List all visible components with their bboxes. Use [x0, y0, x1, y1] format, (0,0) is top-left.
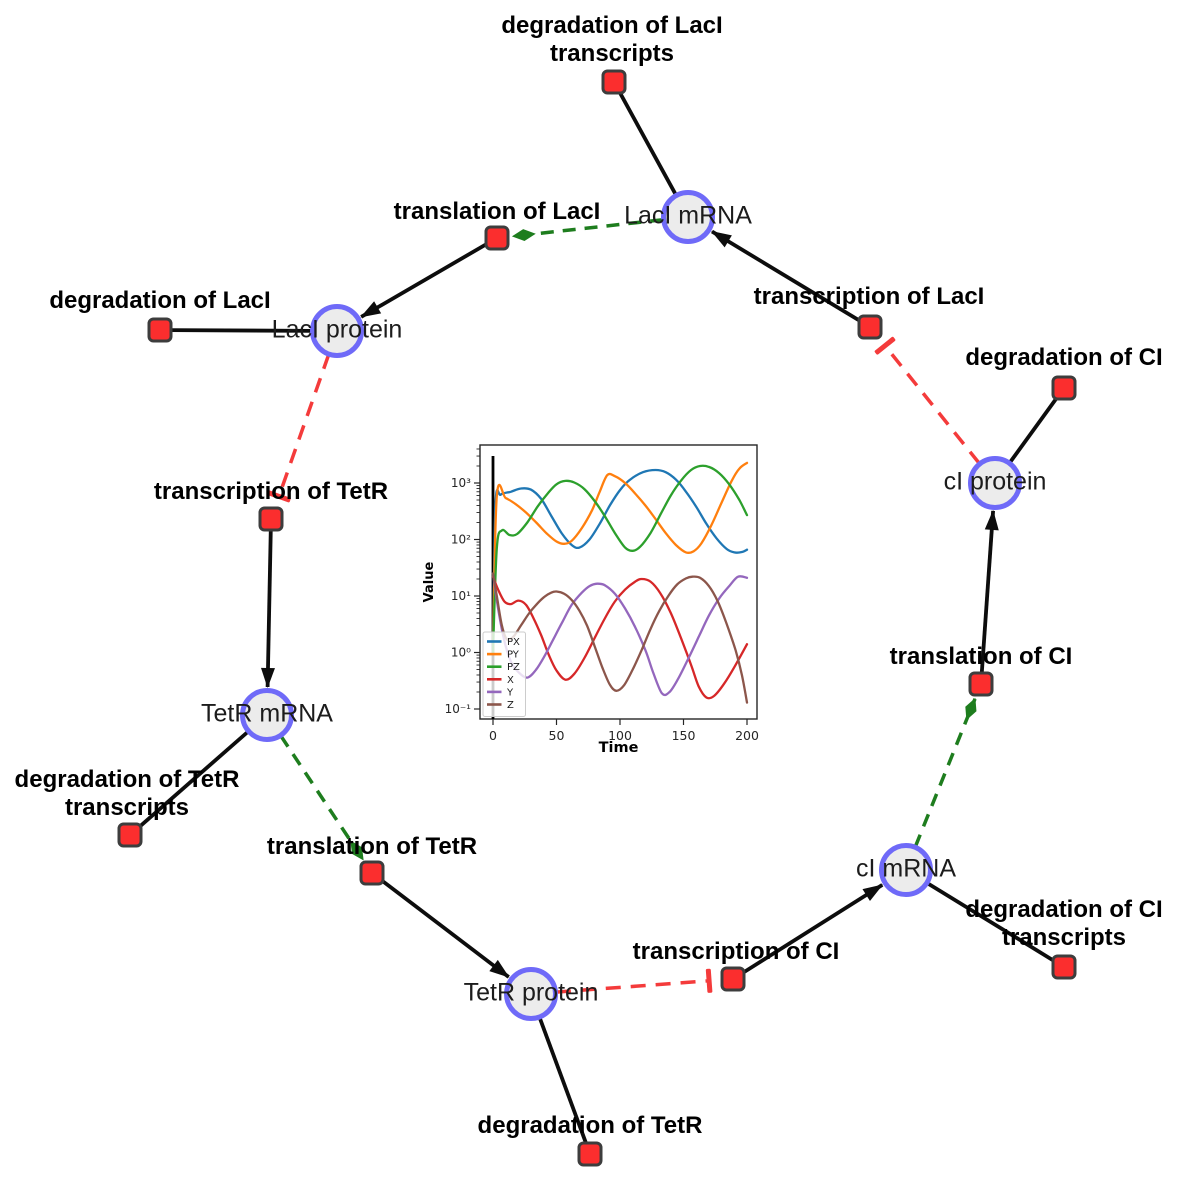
- edge-inhibition-tetr_protein-to-txn_ci: [555, 968, 713, 994]
- reaction-node-deg_tetr_tx[interactable]: [117, 822, 143, 848]
- species-node-ci_mrna[interactable]: [879, 843, 933, 897]
- species-node-tetr_protein[interactable]: [504, 967, 558, 1021]
- legend-label-X: X: [507, 675, 514, 686]
- edge-production-transl_ci-to-ci_protein: [979, 509, 999, 675]
- x-tick-label: 150: [672, 728, 696, 743]
- edge-production-txn_ci-to-ci_mrna: [740, 883, 884, 976]
- reaction-node-txn_tetr[interactable]: [258, 506, 284, 532]
- series-line-X: [491, 575, 749, 700]
- reaction-label-txn_laci: transcription of LacI: [753, 283, 985, 310]
- legend-label-Z: Z: [507, 700, 514, 711]
- reaction-node-deg_ci_tx[interactable]: [1051, 954, 1077, 980]
- embedded-timeseries-plot: 0 50 100 150 200 10⁻¹ 10⁰ 10¹ 10² 10³ Time Value PX P…: [422, 444, 759, 756]
- reaction-node-deg_laci[interactable]: [147, 317, 173, 343]
- reaction-label-deg_tetr_tx: degradation of TetR transcripts: [14, 766, 240, 821]
- x-axis-title: Time: [599, 740, 639, 756]
- legend-label-PZ: PZ: [507, 662, 520, 673]
- reaction-node-transl_tetr[interactable]: [359, 860, 385, 886]
- species-label-laci_protein: LacI protein: [271, 315, 403, 344]
- reaction-label-txn_tetr: transcription of TetR: [153, 478, 389, 505]
- reaction-node-transl_laci[interactable]: [484, 225, 510, 251]
- reaction-label-txn_ci: transcription of CI: [632, 938, 840, 965]
- edge-production-transl_laci-to-laci_protein: [360, 241, 490, 319]
- reaction-label-deg_laci: degradation of LacI: [49, 287, 271, 314]
- reaction-node-transl_ci[interactable]: [968, 671, 994, 697]
- edge-production-txn_laci-to-laci_mrna: [711, 229, 863, 324]
- y-tick-label: 10¹: [451, 589, 471, 603]
- species-node-tetr_mrna[interactable]: [240, 688, 294, 742]
- reaction-node-txn_ci[interactable]: [720, 966, 746, 992]
- reaction-label-deg_tetr: degradation of TetR: [477, 1112, 703, 1139]
- reaction-label-transl_tetr: translation of TetR: [266, 833, 478, 860]
- edge-consumption-laci_protein-to-deg_laci: [170, 328, 313, 333]
- edge-production-transl_tetr-to-tetr_protein: [378, 877, 510, 979]
- species-node-ci_protein[interactable]: [968, 456, 1022, 510]
- x-tick-label: 200: [735, 728, 759, 743]
- reaction-node-deg_laci_tx[interactable]: [601, 69, 627, 95]
- species-label-laci_mrna: LacI mRNA: [624, 201, 752, 230]
- chart-curves: [491, 461, 749, 704]
- legend-label-PX: PX: [507, 637, 520, 648]
- species-label-tetr_protein: TetR protein: [463, 978, 599, 1007]
- reaction-node-deg_ci[interactable]: [1051, 375, 1077, 401]
- species-node-laci_mrna[interactable]: [661, 190, 715, 244]
- edge-modifier-laci_mrna-to-transl_laci: [511, 217, 664, 242]
- y-tick-label: 10⁰: [451, 646, 471, 660]
- reaction-label-transl_laci: translation of LacI: [393, 198, 601, 225]
- edge-consumption-laci_mrna-to-deg_laci_tx: [617, 90, 678, 197]
- series-line-Y: [491, 572, 749, 697]
- x-tick-label: 50: [549, 728, 565, 743]
- series-line-PZ: [491, 464, 749, 654]
- reaction-node-deg_tetr[interactable]: [577, 1141, 603, 1167]
- series-line-PY: [491, 461, 749, 654]
- series-line-PX: [491, 468, 749, 654]
- reaction-label-deg_ci: degradation of CI: [965, 344, 1163, 371]
- edge-production-txn_tetr-to-tetr_mrna: [260, 528, 275, 688]
- edges-layer: [137, 90, 1060, 1145]
- reaction-label-transl_ci: translation of CI: [889, 643, 1073, 670]
- species-label-ci_mrna: cI mRNA: [856, 854, 956, 883]
- species-label-tetr_mrna: TetR mRNA: [201, 699, 333, 728]
- reaction-label-deg_ci_tx: degradation of CI transcripts: [965, 896, 1163, 951]
- edge-consumption-tetr_protein-to-deg_tetr: [537, 1016, 588, 1145]
- edge-modifier-ci_mrna-to-transl_ci: [913, 697, 977, 848]
- species-label-ci_protein: cI protein: [943, 467, 1047, 496]
- legend-label-Y: Y: [506, 687, 514, 698]
- edge-inhibition-ci_protein-to-txn_laci: [874, 336, 981, 465]
- x-tick-label: 0: [489, 728, 497, 743]
- series-line-Z: [491, 572, 749, 704]
- y-tick-label: 10³: [451, 476, 471, 490]
- edge-consumption-ci_protein-to-deg_ci: [1008, 395, 1060, 464]
- edge-inhibition-laci_protein-to-txn_tetr: [267, 354, 331, 503]
- edge-modifier-tetr_mrna-to-transl_tetr: [279, 734, 365, 861]
- x-tick-label: 100: [608, 728, 632, 743]
- legend-label-PY: PY: [507, 650, 520, 661]
- y-tick-label: 10²: [451, 533, 471, 547]
- species-node-laci_protein[interactable]: [310, 304, 364, 358]
- reaction-label-deg_laci_tx: degradation of LacI transcripts: [501, 12, 723, 67]
- y-tick-label: 10⁻¹: [445, 702, 472, 716]
- y-axis-title: Value: [422, 561, 437, 602]
- edge-consumption-tetr_mrna-to-deg_tetr_tx: [137, 730, 250, 830]
- edge-consumption-ci_mrna-to-deg_ci_tx: [926, 881, 1056, 963]
- reaction-node-txn_laci[interactable]: [857, 314, 883, 340]
